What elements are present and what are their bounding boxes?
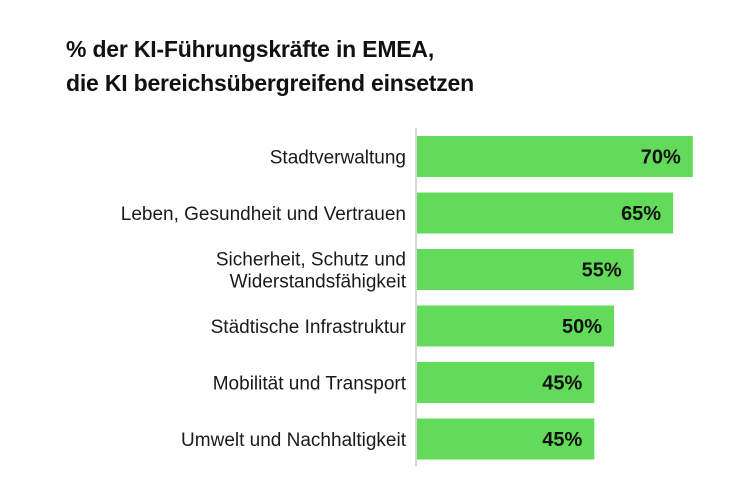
- value-label-4: 45%: [542, 373, 582, 395]
- bar-3: [417, 305, 614, 347]
- bar-2: [417, 249, 634, 290]
- value-label-2: 55%: [582, 260, 622, 282]
- bar-5: [417, 418, 595, 460]
- chart-title-line-2: die KI bereichsübergreifend einsetzen: [66, 70, 474, 96]
- value-label-1: 65%: [621, 203, 661, 225]
- bar-4: [417, 362, 595, 403]
- bar-1: [417, 192, 674, 234]
- category-label-4: Mobilität und Transport: [213, 374, 407, 395]
- category-label-2-line-1: Widerstandsfähigkeit: [230, 272, 407, 293]
- value-label-5: 45%: [542, 429, 582, 451]
- value-label-0: 70%: [641, 147, 681, 169]
- value-label-3: 50%: [562, 316, 602, 338]
- chart-title: % der KI-Führungskräfte in EMEA, die KI …: [66, 32, 474, 100]
- category-label-5: Umwelt und Nachhaltigkeit: [181, 430, 407, 451]
- category-label-2-line-0: Sicherheit, Schutz und: [216, 250, 406, 271]
- chart-title-line-1: % der KI-Führungskräfte in EMEA,: [66, 36, 435, 62]
- category-label-1: Leben, Gesundheit und Vertrauen: [121, 204, 406, 225]
- bar-0: [417, 136, 693, 177]
- category-label-0: Stadtverwaltung: [270, 148, 406, 169]
- category-label-3: Städtische Infrastruktur: [211, 317, 407, 338]
